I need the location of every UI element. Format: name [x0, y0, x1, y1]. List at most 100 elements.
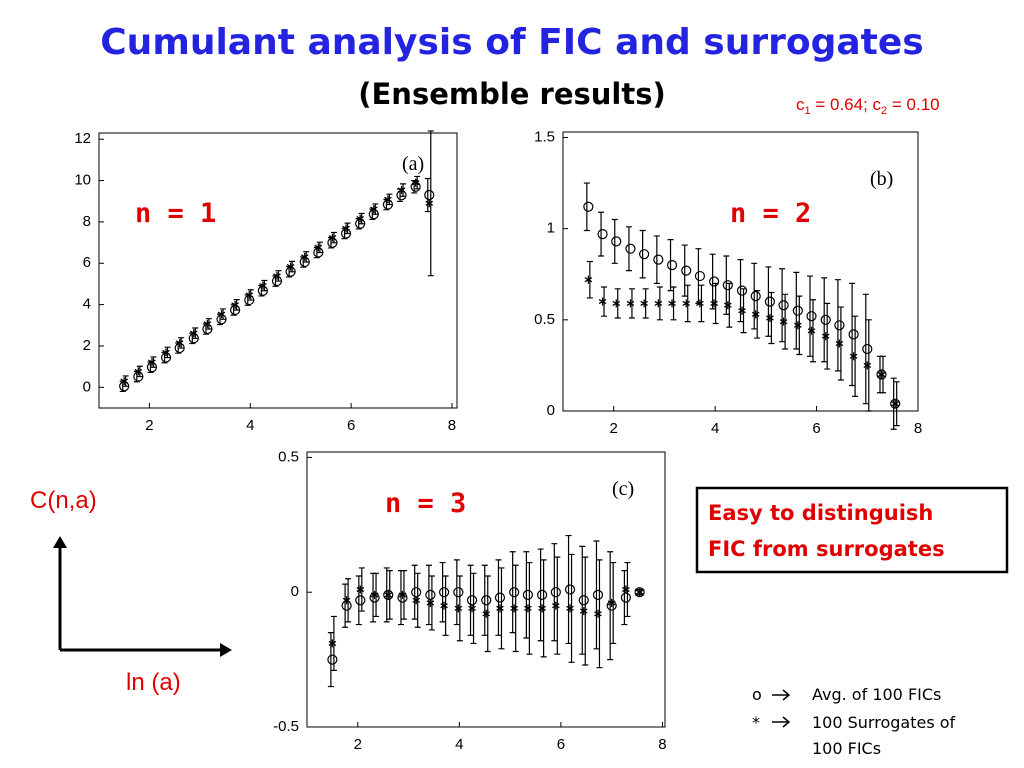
marker-star	[259, 281, 267, 290]
error-bar	[427, 130, 434, 277]
marker-circle	[537, 589, 548, 600]
legend-symbol: o	[752, 685, 762, 704]
marker-circle	[625, 243, 636, 254]
marker-circle	[466, 595, 478, 606]
marker-star	[635, 588, 644, 597]
marker-star	[863, 361, 872, 370]
marker-star	[640, 299, 648, 308]
error-bar	[879, 355, 886, 394]
x-tick-label: 2	[354, 736, 362, 753]
error-bar	[754, 290, 761, 339]
y-label: C(n,a)	[30, 487, 97, 514]
marker-star	[356, 585, 365, 594]
marker-circle	[709, 276, 720, 287]
error-bar	[122, 375, 129, 387]
error-bar	[653, 235, 660, 284]
marker-star	[384, 590, 393, 599]
legend-text: 100 FICs	[812, 739, 881, 758]
marker-circle	[792, 305, 803, 316]
annotation: n = 2	[730, 198, 811, 229]
error-bar	[261, 279, 268, 292]
error-bar	[355, 575, 362, 626]
marker-star	[710, 299, 718, 308]
y-tick-label: 4	[83, 296, 91, 313]
marker-star	[120, 377, 129, 386]
marker-circle	[620, 592, 631, 603]
error-bar	[601, 286, 608, 317]
marker-star	[286, 262, 295, 271]
marker-circle	[453, 587, 464, 598]
error-bar	[821, 277, 828, 363]
marker-star	[328, 639, 337, 648]
error-bar	[796, 295, 803, 356]
error-bar	[526, 561, 533, 655]
note-part: 1	[805, 105, 811, 117]
error-bar	[670, 286, 677, 321]
marker-star	[766, 314, 774, 322]
error-bar	[681, 244, 688, 297]
marker-circle	[639, 249, 650, 260]
note-part: = 0.10	[887, 95, 939, 114]
error-bar	[628, 288, 635, 319]
error-bar	[610, 561, 617, 645]
marker-circle	[722, 280, 733, 291]
marker-star	[425, 199, 434, 208]
marker-circle	[494, 592, 506, 603]
marker-star	[189, 329, 198, 338]
marker-star	[411, 178, 420, 187]
error-bar	[751, 262, 758, 330]
error-bar	[537, 548, 544, 642]
x-tick-label: 4	[246, 417, 254, 434]
error-bar	[740, 288, 747, 334]
marker-star	[245, 290, 254, 299]
error-bar	[275, 270, 282, 282]
note-part: c	[796, 95, 805, 114]
x-tick-label: 8	[658, 736, 666, 753]
error-bar	[621, 570, 628, 626]
marker-star	[134, 367, 143, 376]
error-bar	[442, 575, 449, 636]
error-bar	[852, 315, 859, 398]
marker-star	[426, 598, 435, 607]
error-bar	[768, 291, 775, 345]
marker-star	[723, 301, 732, 310]
error-bar	[470, 572, 477, 645]
marker-circle	[583, 201, 594, 212]
callout-line: FIC from surrogates	[708, 537, 945, 561]
error-bar	[583, 182, 590, 232]
y-tick-label: 1	[547, 220, 555, 237]
marker-star	[273, 271, 281, 280]
marker-star	[607, 598, 616, 607]
marker-star	[328, 233, 337, 242]
marker-circle	[424, 189, 435, 201]
marker-star	[807, 326, 816, 335]
y-tick-label: 0	[291, 583, 299, 600]
error-bar	[330, 231, 337, 244]
marker-star	[384, 195, 392, 204]
marker-star	[231, 300, 239, 309]
error-bar	[862, 293, 869, 405]
y-tick-label: -0.5	[273, 718, 299, 735]
y-tick-label: 1.5	[534, 128, 555, 145]
error-bar	[642, 288, 649, 319]
arrow-head	[53, 536, 67, 548]
error-bar	[684, 284, 691, 323]
error-bar	[425, 564, 432, 626]
marker-star	[552, 601, 560, 610]
marker-circle	[736, 285, 748, 296]
error-bar	[611, 218, 618, 264]
error-bar	[456, 575, 463, 642]
marker-star	[849, 352, 858, 361]
error-bar	[316, 241, 323, 254]
error-bar	[192, 327, 199, 339]
error-bar	[484, 575, 491, 653]
error-bar	[358, 212, 365, 225]
marker-star	[598, 297, 607, 306]
callout-line: Easy to distinguish	[708, 501, 933, 525]
marker-star	[356, 214, 365, 223]
error-bar	[424, 177, 431, 213]
y-tick-label: 0.5	[534, 311, 555, 328]
error-bar	[824, 302, 831, 370]
error-bar	[400, 183, 407, 197]
error-bar	[667, 238, 674, 292]
